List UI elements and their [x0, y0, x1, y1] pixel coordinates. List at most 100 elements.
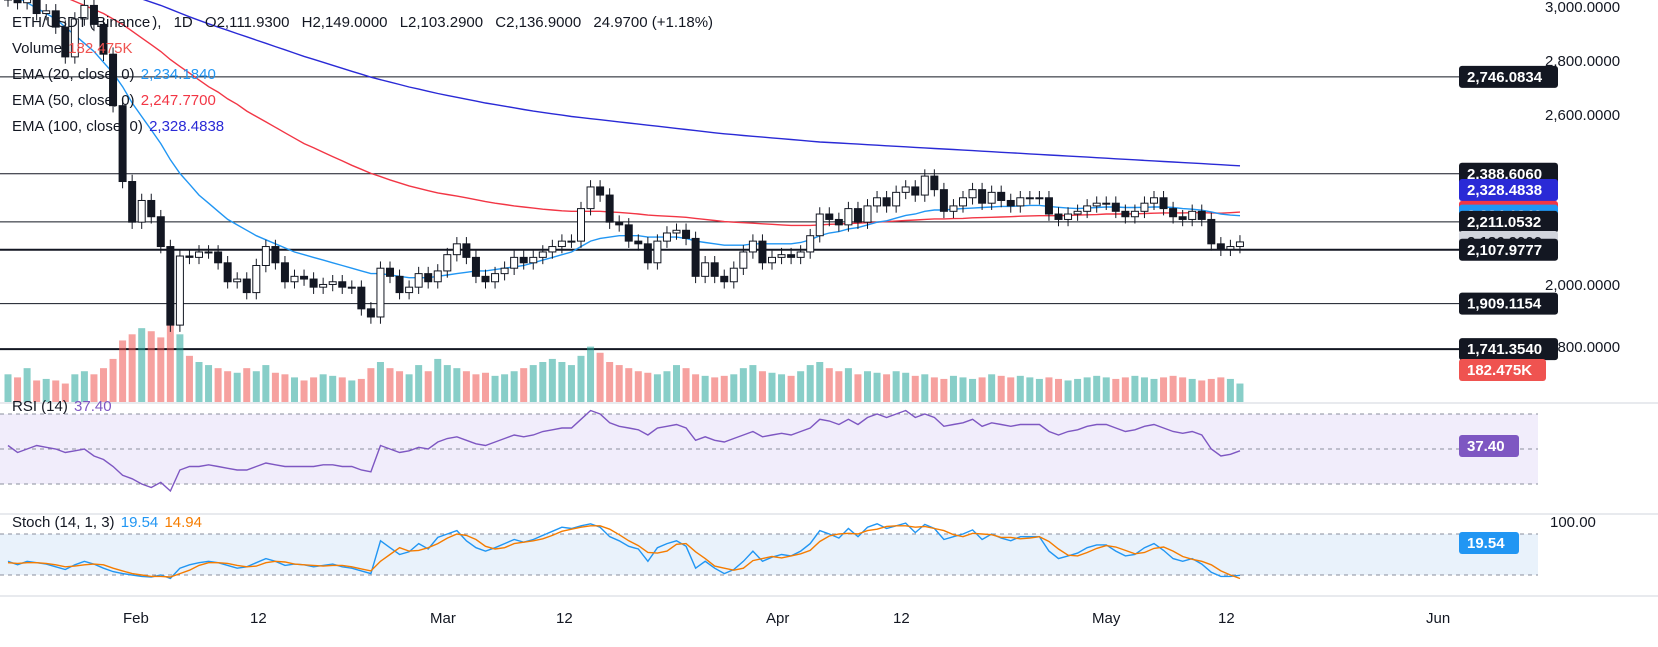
candle-body: [787, 254, 796, 258]
volume-bar: [969, 378, 977, 402]
volume-bar: [854, 374, 862, 402]
volume-bar: [1035, 378, 1043, 402]
volume-bar: [988, 374, 996, 402]
volume-bar: [281, 374, 289, 402]
candle-body: [605, 194, 614, 223]
candle-body: [118, 105, 127, 183]
candle-body: [443, 254, 452, 272]
volume-bar: [291, 377, 298, 402]
volume-bar: [462, 371, 470, 402]
symbol-interval[interactable]: 1D: [173, 14, 193, 31]
candle-body: [366, 308, 375, 318]
price-tick-1800: 1,800.0000: [1545, 339, 1620, 356]
volume-bar: [720, 375, 728, 402]
time-label-apr-12: 12: [893, 610, 910, 627]
candle-body: [471, 256, 480, 277]
volume-bar: [319, 374, 327, 402]
candle-body: [710, 262, 719, 277]
volume-bar: [730, 374, 738, 402]
volume-bar: [1045, 377, 1053, 402]
stoch-legend[interactable]: Stoch (14, 1, 3) 19.54 14.94: [12, 514, 204, 531]
volume-bar: [157, 337, 165, 402]
candle-body: [1035, 197, 1044, 200]
ema50-legend[interactable]: EMA (50, close, 0) 2,247.7700: [12, 92, 218, 109]
rsi-value: 37.40: [74, 398, 112, 415]
volume-bar: [758, 371, 766, 402]
volume-bar: [1140, 377, 1148, 402]
volume-bar: [548, 358, 556, 402]
candle-body: [166, 246, 175, 326]
candle-body: [109, 53, 118, 107]
candle-body: [80, 4, 89, 20]
candle-body: [1016, 197, 1025, 207]
ohlc-close: C2,136.9000: [495, 14, 582, 31]
volume-bar: [997, 375, 1005, 402]
volume-bar: [787, 375, 795, 402]
volume-bar: [243, 368, 251, 402]
price-tag-level-bg: [1459, 292, 1558, 315]
ema50-label: EMA (50, close, 0): [12, 92, 135, 109]
candle-body: [920, 175, 929, 196]
candle-body: [347, 286, 356, 289]
candle-body: [452, 243, 461, 256]
symbol-name[interactable]: ETH/USDT: [12, 14, 87, 31]
volume-bar: [1093, 375, 1101, 402]
time-label-may: May: [1092, 610, 1121, 627]
volume-bar: [1016, 375, 1024, 402]
candle-body: [968, 189, 977, 199]
candle-body: [720, 275, 729, 283]
volume-bars: [4, 322, 1244, 402]
volume-bar: [606, 362, 614, 402]
volume-bar: [930, 377, 938, 402]
candle-body: [643, 243, 652, 264]
volume-bar: [262, 365, 270, 402]
candle-body: [500, 267, 509, 275]
volume-bar: [348, 380, 356, 402]
volume-bar: [663, 371, 671, 402]
volume-bar: [1055, 378, 1062, 402]
candle-body: [376, 267, 385, 318]
candle-body: [978, 189, 987, 204]
stoch-band: [0, 534, 1538, 575]
ema20-value: 2,234.1840: [140, 66, 216, 83]
volume-bar: [147, 331, 155, 402]
price-tag-level-bg: [1459, 338, 1558, 361]
rsi-legend[interactable]: RSI (14) 37.40: [12, 398, 114, 415]
volume-bar: [558, 362, 566, 402]
candle-body: [147, 199, 156, 218]
candle-body: [424, 273, 433, 283]
candle-body: [280, 262, 289, 283]
candle-body: [309, 278, 318, 288]
volume-bar: [1169, 375, 1177, 402]
candle-body: [271, 246, 280, 264]
ema20-legend[interactable]: EMA (20, close, 0) 2,234.1840: [12, 66, 218, 83]
volume-bar: [844, 368, 852, 402]
volume-bar: [71, 374, 79, 402]
candle-body: [748, 240, 757, 253]
volume-bar: [100, 368, 107, 402]
price-tag-level-label: 1,741.3540: [1467, 341, 1542, 358]
ema100-legend[interactable]: EMA (100, close, 0) 2,328.4838: [12, 118, 226, 135]
volume-legend[interactable]: Volume 182.475K: [12, 40, 134, 57]
candle-body: [815, 213, 824, 237]
candle-body: [1121, 210, 1130, 218]
stoch-d-value: 14.94: [164, 514, 202, 531]
ohlc-high: H2,149.0000: [301, 14, 388, 31]
candle-body: [615, 221, 624, 226]
volume-bar: [529, 365, 537, 402]
candle-body: [1197, 210, 1206, 220]
candle-body: [462, 243, 471, 258]
rsi-tag-bg: [1459, 435, 1519, 457]
price-axis: 3,000.0000 2,800.0000 2,600.0000 2,000.0…: [1545, 0, 1620, 531]
volume-tag-bg: [1459, 359, 1546, 381]
time-label-jun: Jun: [1426, 610, 1450, 627]
candle-body: [1111, 202, 1120, 212]
candle-body: [1083, 205, 1092, 212]
volume-bar: [453, 368, 461, 402]
candle-body: [1216, 243, 1225, 250]
candle-body: [1006, 199, 1015, 207]
candle-body: [1054, 213, 1063, 220]
volume-bar: [892, 371, 900, 402]
volume-bar: [185, 355, 193, 402]
